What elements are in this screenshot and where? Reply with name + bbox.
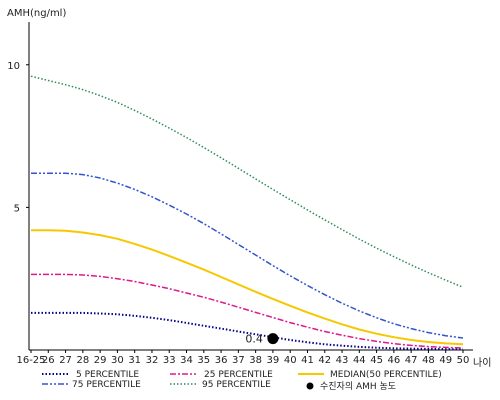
legend: 5 PERCENTILE 25 PERCENTILE MEDIAN(50 PERCE… (42, 370, 442, 392)
legend-label-25-percentile: 25 PERCENTILE (204, 370, 273, 380)
patient-amh-value-label: 0.4 (245, 333, 263, 346)
x-tick-label: 33 (163, 355, 176, 366)
x-tick-label: 46 (388, 355, 401, 366)
x-tick-label: 47 (405, 355, 418, 366)
legend-label-median-50-percentile: MEDIAN(50 PERCENTILE) (330, 370, 442, 380)
y-tick-label: 5 (14, 203, 20, 214)
series-line-median-50-percentile (31, 229, 464, 346)
x-tick-label: 42 (318, 355, 331, 366)
x-tick-label: 27 (59, 355, 72, 366)
x-tick-label: 40 (284, 355, 297, 366)
x-tick-label: 35 (197, 355, 210, 366)
x-tick-label: 31 (128, 355, 141, 366)
x-tick-label: 41 (301, 355, 314, 366)
x-tick-label: 50 (457, 355, 470, 366)
x-axis-label: 나이 (473, 357, 491, 369)
x-tick-label: 16-25 (16, 355, 45, 366)
x-tick-label: 30 (111, 355, 124, 366)
series-line-5-percentile (31, 311, 464, 351)
legend-label-95-percentile: 95 PERCENTILE (202, 380, 271, 390)
series-line-95-percentile (30, 75, 464, 288)
legend-label-amh: 수진자의 AMH 농도 (320, 381, 396, 392)
legend-label-5-percentile: 5 PERCENTILE (76, 370, 139, 380)
series-line-75-percentile (31, 172, 464, 339)
x-tick-label: 48 (422, 355, 435, 366)
series-line-25-percentile (31, 273, 464, 349)
x-tick-label: 34 (180, 355, 193, 366)
y-axis-label: AMH(ng/ml) (7, 8, 66, 19)
x-tick-label: 37 (232, 355, 245, 366)
y-ticks: 5 10 (7, 61, 29, 214)
x-tick-label: 26 (42, 355, 55, 366)
x-tick-label: 29 (94, 355, 107, 366)
y-tick-label: 10 (7, 61, 20, 72)
point-layer: 0.4 (245, 333, 279, 346)
x-tick-label: 39 (267, 355, 280, 366)
legend-symbol-patient-amh (306, 382, 314, 390)
x-tick-label: 38 (249, 355, 262, 366)
x-tick-label: 49 (439, 355, 452, 366)
x-tick-label: 36 (215, 355, 228, 366)
x-tick-label: 43 (336, 355, 349, 366)
x-tick-label: 44 (353, 355, 366, 366)
x-tick-label: 28 (76, 355, 89, 366)
legend-label-75-percentile: 75 PERCENTILE (72, 380, 141, 390)
series-lines (30, 75, 464, 351)
axes: AMH(ng/ml) 나이 (7, 8, 491, 369)
x-tick-label: 32 (146, 355, 159, 366)
x-tick-label: 45 (370, 355, 383, 366)
patient-amh-point (267, 333, 279, 345)
